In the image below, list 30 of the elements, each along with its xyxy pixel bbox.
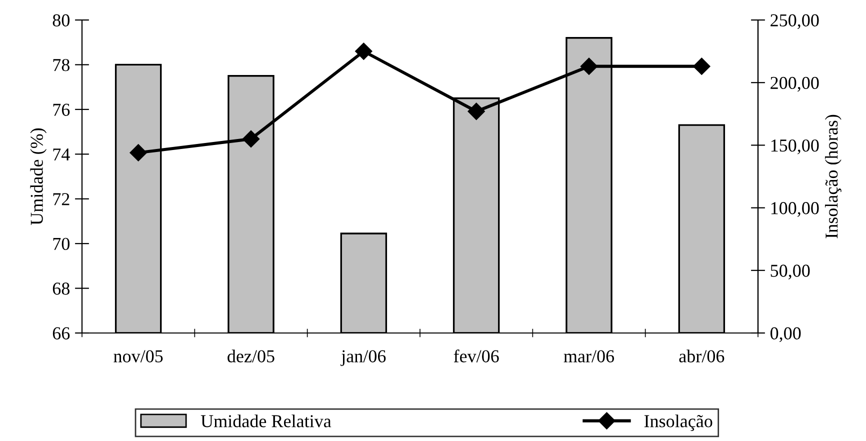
y-tick-label: 66 (52, 327, 70, 340)
x-tick-label: jan/06 (340, 350, 386, 366)
y-tick-label: 68 (52, 282, 70, 295)
y2-tick-label: 250,00 (770, 14, 819, 30)
x-tick-label: fev/06 (454, 349, 499, 362)
point (468, 102, 485, 120)
legend-label: Insolação (644, 414, 712, 431)
point (693, 58, 710, 75)
y-tick-label: 74 (53, 148, 70, 160)
point (355, 42, 372, 60)
y-tick-label: 72 (53, 193, 70, 206)
y-axis-title: Umidade (%) (30, 128, 47, 226)
y-tick-label: 78 (53, 58, 70, 72)
point (242, 130, 260, 148)
x-tick-label: nov/05 (114, 350, 163, 362)
point (130, 144, 147, 162)
y-tick-label: 76 (53, 104, 70, 116)
x-tick-label: abr/06 (679, 350, 724, 362)
y2-tick-label: 150,00 (771, 139, 819, 154)
y2-tick-label: 200,00 (770, 76, 819, 92)
y2-tick-label: 50,00 (770, 264, 810, 280)
legend-label: Umidade Relativa (200, 414, 332, 428)
y-tick-label: 70 (53, 238, 70, 250)
x-tick-label: dez/05 (228, 350, 274, 362)
y-tick-label: 80 (52, 14, 70, 26)
point (580, 58, 598, 75)
y2-axis-title: Insolação (horas) (825, 114, 842, 238)
x-tick-label: mar/06 (564, 350, 614, 362)
y2-tick-label: 100,00 (771, 202, 819, 217)
y2-tick-label: 0,00 (770, 327, 801, 342)
